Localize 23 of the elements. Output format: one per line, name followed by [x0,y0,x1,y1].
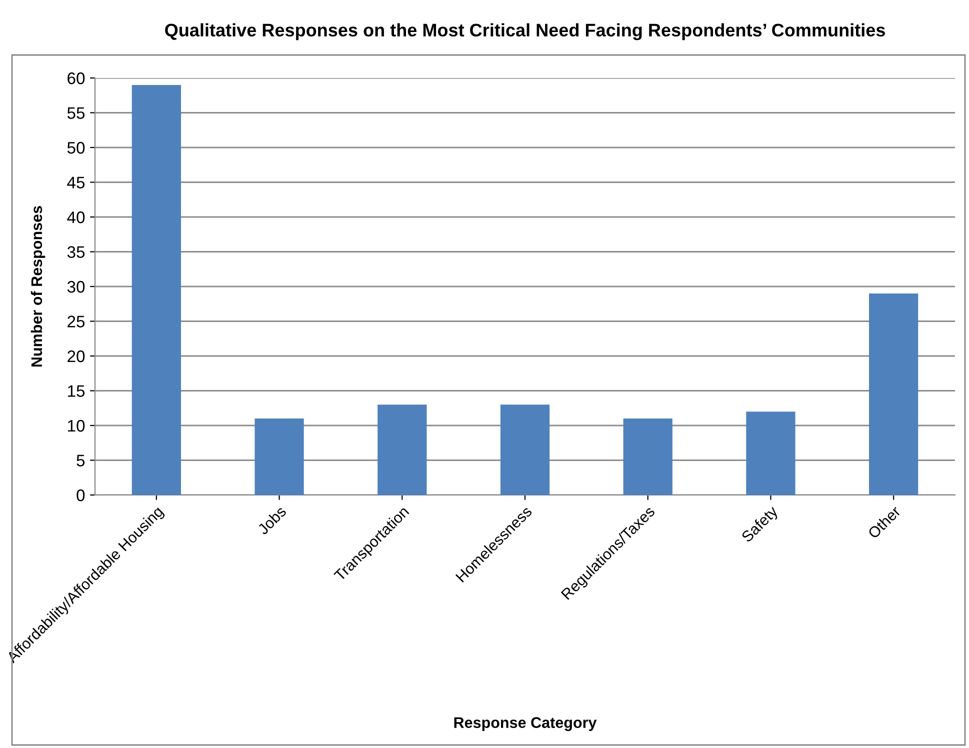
bar [500,404,550,495]
y-tick-label: 5 [76,454,85,466]
bar [378,404,427,495]
y-tick-label: 20 [68,350,85,362]
y-tick-label: 25 [68,316,85,328]
y-tick-label: 30 [67,280,85,293]
bar [623,418,672,495]
bar [746,412,796,495]
bar [254,418,304,495]
chart-title: Qualitative Responses on the Most Critical Need Facing Respondents’ Communities [165,23,885,40]
x-axis-title: Response Category [454,717,597,732]
y-tick-label: 55 [67,107,85,119]
y-tick-label: 10 [68,420,85,432]
y-axis-title: Number of Responses [30,206,46,367]
bar [869,293,918,495]
y-tick-label: 45 [67,176,85,188]
y-tick-label: 15 [68,385,85,397]
y-tick-label: 60 [68,72,85,84]
y-tick-label: 50 [67,142,85,154]
bar [132,84,181,495]
y-tick-label: 35 [67,246,85,258]
y-tick-label: 0 [76,489,85,502]
y-tick-label: 40 [67,211,85,224]
